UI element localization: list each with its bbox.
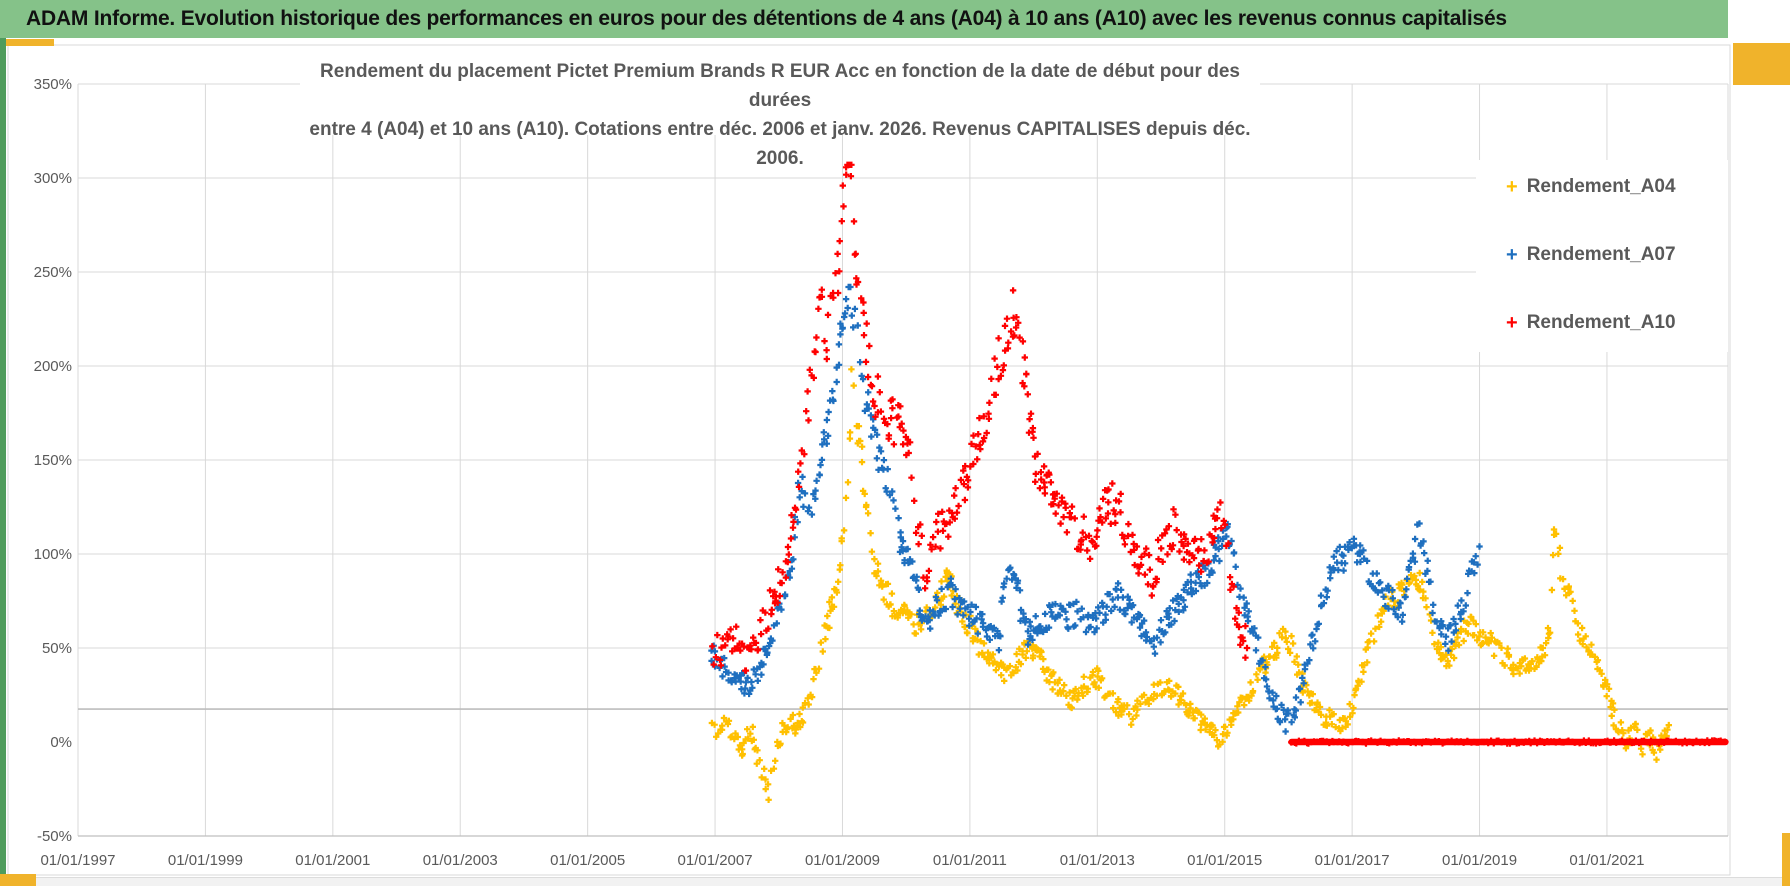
y-axis-tick-label: -50% xyxy=(37,828,72,845)
chart-title-line1: Rendement du placement Pictet Premium Br… xyxy=(320,61,1240,111)
x-axis-tick-label: 01/01/1997 xyxy=(40,852,115,869)
x-axis-tick-label: 01/01/2007 xyxy=(678,852,753,869)
x-axis-tick-label: 01/01/2017 xyxy=(1315,852,1390,869)
y-axis-tick-label: 200% xyxy=(34,358,72,375)
series-rendement_a04 xyxy=(708,366,1672,803)
x-axis-tick-label: 01/01/2011 xyxy=(933,852,1007,869)
series-rendement_a10 xyxy=(709,161,1728,747)
y-axis-tick-label: 350% xyxy=(34,76,72,93)
x-axis-tick-label: 01/01/2001 xyxy=(295,852,370,869)
gold-accent-bottom-right xyxy=(1782,833,1790,886)
bottom-strip xyxy=(0,877,1790,886)
x-axis-tick-label: 01/01/2015 xyxy=(1187,852,1262,869)
x-axis-tick-label: 01/01/2005 xyxy=(550,852,625,869)
y-axis-tick-label: 50% xyxy=(42,640,72,657)
legend-label: Rendement_A10 xyxy=(1526,312,1676,333)
y-axis-tick-label: 250% xyxy=(34,264,72,281)
x-axis-tick-label: 01/01/2019 xyxy=(1442,852,1517,869)
legend-marker-icon: + xyxy=(1506,244,1518,266)
y-axis-tick-label: 100% xyxy=(34,546,72,563)
gridlines xyxy=(77,83,1729,837)
y-axis-tick-label: 300% xyxy=(34,170,72,187)
legend-item-rendement_a10: + Rendement_A10 xyxy=(1506,308,1728,338)
series-rendement_a07 xyxy=(708,283,1483,735)
gold-accent-top-left xyxy=(6,39,54,46)
axis-labels: 350% 300% 250% 200% 150% 100% 50% 0% -50% 01/01/1… xyxy=(34,76,1645,869)
x-axis-tick-label: 01/01/2013 xyxy=(1060,852,1135,869)
x-axis-tick-label: 01/01/2003 xyxy=(423,852,498,869)
page-header-title: ADAM Informe. Evolution historique des p… xyxy=(26,7,1507,30)
chart-title-line2: entre 4 (A04) et 10 ans (A10). Cotations… xyxy=(309,119,1251,169)
legend-item-rendement_a07: + Rendement_A07 xyxy=(1506,240,1728,270)
left-accent-strip xyxy=(0,0,6,874)
gold-accent-top-right xyxy=(1733,43,1790,85)
legend-item-rendement_a04: + Rendement_A04 xyxy=(1506,172,1728,202)
chart-legend: + Rendement_A04 + Rendement_A07 + Rendement_A… xyxy=(1476,160,1728,352)
x-axis-tick-label: 01/01/2021 xyxy=(1569,852,1644,869)
y-axis-tick-label: 0% xyxy=(50,734,72,751)
x-axis-tick-label: 01/01/1999 xyxy=(168,852,243,869)
legend-label: Rendement_A04 xyxy=(1526,176,1676,197)
y-axis-tick-label: 150% xyxy=(34,452,72,469)
page-header: ADAM Informe. Evolution historique des p… xyxy=(0,0,1728,38)
legend-marker-icon: + xyxy=(1506,176,1518,198)
legend-label: Rendement_A07 xyxy=(1526,244,1676,265)
x-axis-tick-label: 01/01/2009 xyxy=(805,852,880,869)
legend-marker-icon: + xyxy=(1506,312,1518,334)
chart-title: Rendement du placement Pictet Premium Br… xyxy=(300,57,1260,169)
gold-accent-bottom-left xyxy=(0,874,36,886)
